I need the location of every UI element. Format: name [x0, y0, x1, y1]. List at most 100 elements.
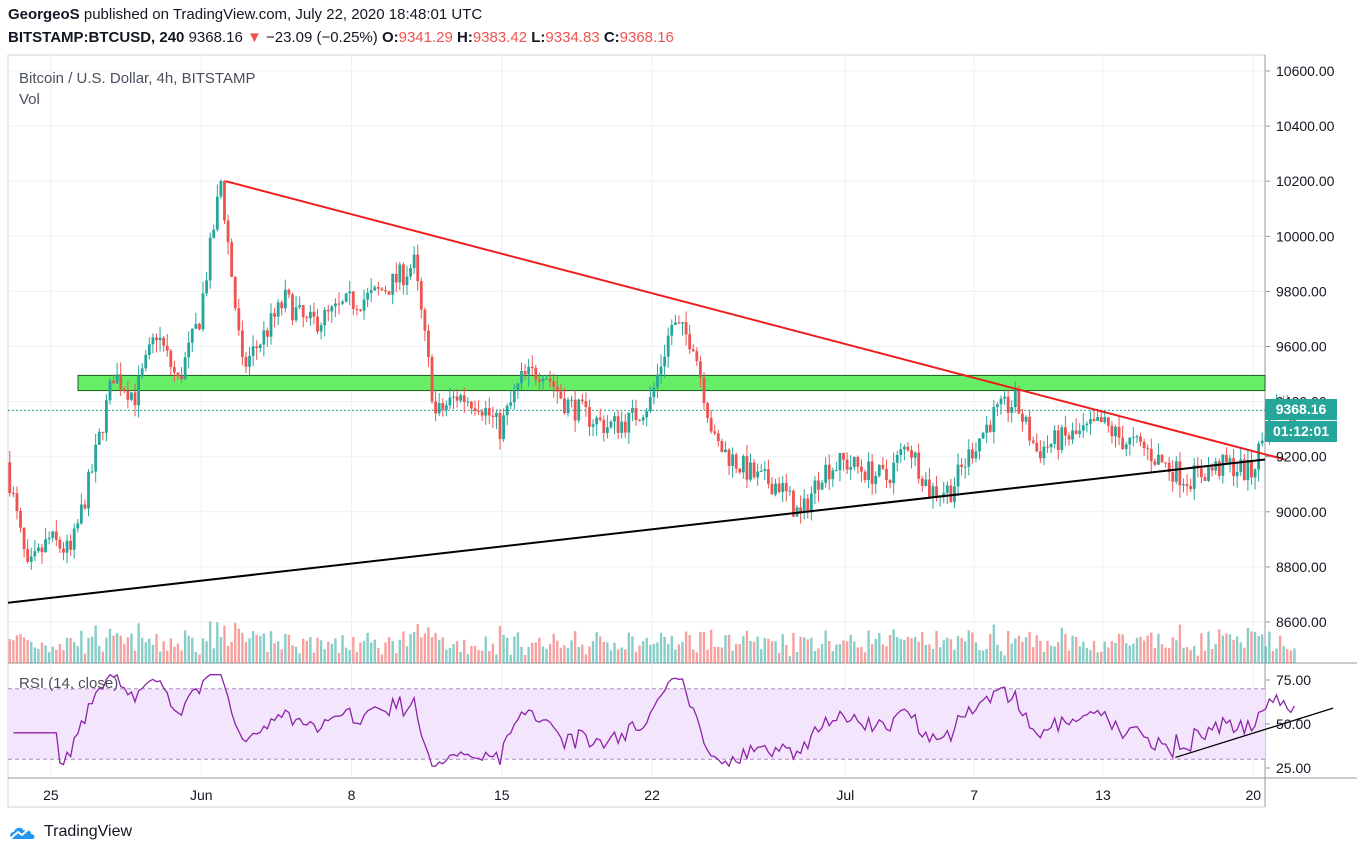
candle-body [1053, 430, 1057, 444]
candle-body [563, 398, 566, 414]
candle-body [584, 401, 588, 408]
candle-body [373, 287, 377, 291]
volume-bar [1010, 643, 1013, 663]
volume-bar [1110, 641, 1114, 663]
candle-body [928, 479, 931, 497]
rsi-trendline[interactable] [1175, 707, 1334, 759]
time-axis-labels[interactable]: 25Jun81522Jul7132026 [43, 787, 1357, 803]
candle-body [283, 289, 287, 309]
published-text: published on TradingView.com, July 22, 2… [83, 6, 483, 23]
candle-body [817, 480, 820, 490]
candle-body [1042, 446, 1046, 459]
volume-bar [477, 650, 480, 663]
price-axis-labels[interactable]: 10600.00 10400.00 10200.00 10000.00 9800.00 9… [1265, 63, 1335, 630]
publish-info: GeorgeoS published on TradingView.com, J… [8, 6, 482, 23]
volume-bar [380, 654, 384, 663]
candle-body [824, 464, 828, 483]
bar-countdown-tag: 01:12:01 [1265, 421, 1337, 443]
volume-bar [1078, 646, 1081, 663]
volume-bar [1182, 647, 1185, 663]
volume-bar [516, 632, 520, 663]
volume-bar [853, 641, 856, 663]
candle-body [620, 421, 624, 433]
volume-bar [1286, 649, 1289, 663]
volume-bar [752, 641, 756, 663]
volume-bar [488, 651, 491, 663]
volume-bar [130, 633, 133, 663]
candle-body [15, 493, 19, 511]
ascending-trendline[interactable] [7, 458, 1266, 604]
volume-bar [591, 641, 595, 663]
candle-body [673, 322, 677, 325]
volume-bar [913, 636, 917, 663]
series-title[interactable]: Bitcoin / U.S. Dollar, 4h, BITSTAMP [19, 70, 256, 87]
down-arrow-icon: ▼ [246, 29, 262, 46]
candle-body [652, 387, 656, 398]
candle-body [359, 309, 362, 311]
candle-body [809, 493, 813, 513]
candle-body [974, 451, 978, 459]
volume-bar [434, 633, 437, 663]
candle-body [1117, 426, 1121, 438]
candle-body [54, 531, 58, 540]
candle-body [1003, 396, 1006, 399]
candle-body [427, 330, 430, 358]
candle-body [985, 424, 989, 433]
candle-body [1049, 443, 1053, 448]
candle-body [881, 464, 885, 469]
volume-bar [946, 637, 949, 663]
candle-body [1257, 443, 1261, 470]
candle-body [119, 374, 123, 390]
volume-bar [87, 637, 90, 663]
candle-body [155, 337, 158, 341]
volume-bar [785, 645, 788, 663]
time-tick-label: 20 [1245, 787, 1261, 803]
volume-bar [62, 650, 65, 663]
price-change: −23.09 (−0.25%) [266, 29, 378, 46]
volume-bar [115, 633, 119, 663]
candle-body [355, 308, 359, 310]
author-name[interactable]: GeorgeoS [8, 6, 80, 23]
volume-bar [445, 649, 448, 663]
volume-bar [230, 641, 233, 663]
candle-body [777, 483, 781, 493]
candle-body [144, 354, 148, 369]
candle-body [541, 378, 545, 382]
volume-bar [770, 641, 774, 663]
descending-trendline[interactable] [225, 180, 1285, 461]
candle-body [484, 408, 488, 416]
volume-bar [15, 635, 19, 663]
candle-body [981, 432, 985, 439]
candle-body [656, 374, 659, 388]
candle-body [1217, 461, 1221, 476]
candle-body [301, 305, 305, 318]
candle-body [280, 302, 284, 309]
candle-body [1131, 436, 1135, 438]
volume-bar [981, 650, 985, 663]
volume-bar [208, 621, 212, 663]
candle-body [226, 220, 230, 243]
volume-bar [989, 634, 992, 663]
volume-bar [763, 637, 767, 663]
candle-body [90, 471, 94, 473]
resistance-zone[interactable] [77, 374, 1266, 392]
candle-body [205, 280, 208, 294]
volume-bar [799, 636, 802, 663]
rsi-legend[interactable]: RSI (14, close) [19, 675, 119, 692]
volume-label[interactable]: Vol [19, 91, 40, 108]
tradingview-logo[interactable]: TradingView [8, 823, 132, 841]
candle-body [1010, 407, 1014, 413]
candle-body [924, 479, 928, 487]
candle-body [19, 510, 22, 528]
volume-bar [663, 636, 666, 663]
volume-bar [1146, 635, 1149, 663]
volume-bar [1014, 638, 1017, 663]
candle-body [1006, 396, 1010, 413]
candle-body [223, 180, 226, 221]
volume-bar [806, 639, 809, 663]
volume-bar [756, 636, 759, 663]
volume-bar [820, 644, 824, 663]
open-label: O: [381, 29, 399, 46]
candle-body [455, 396, 459, 401]
